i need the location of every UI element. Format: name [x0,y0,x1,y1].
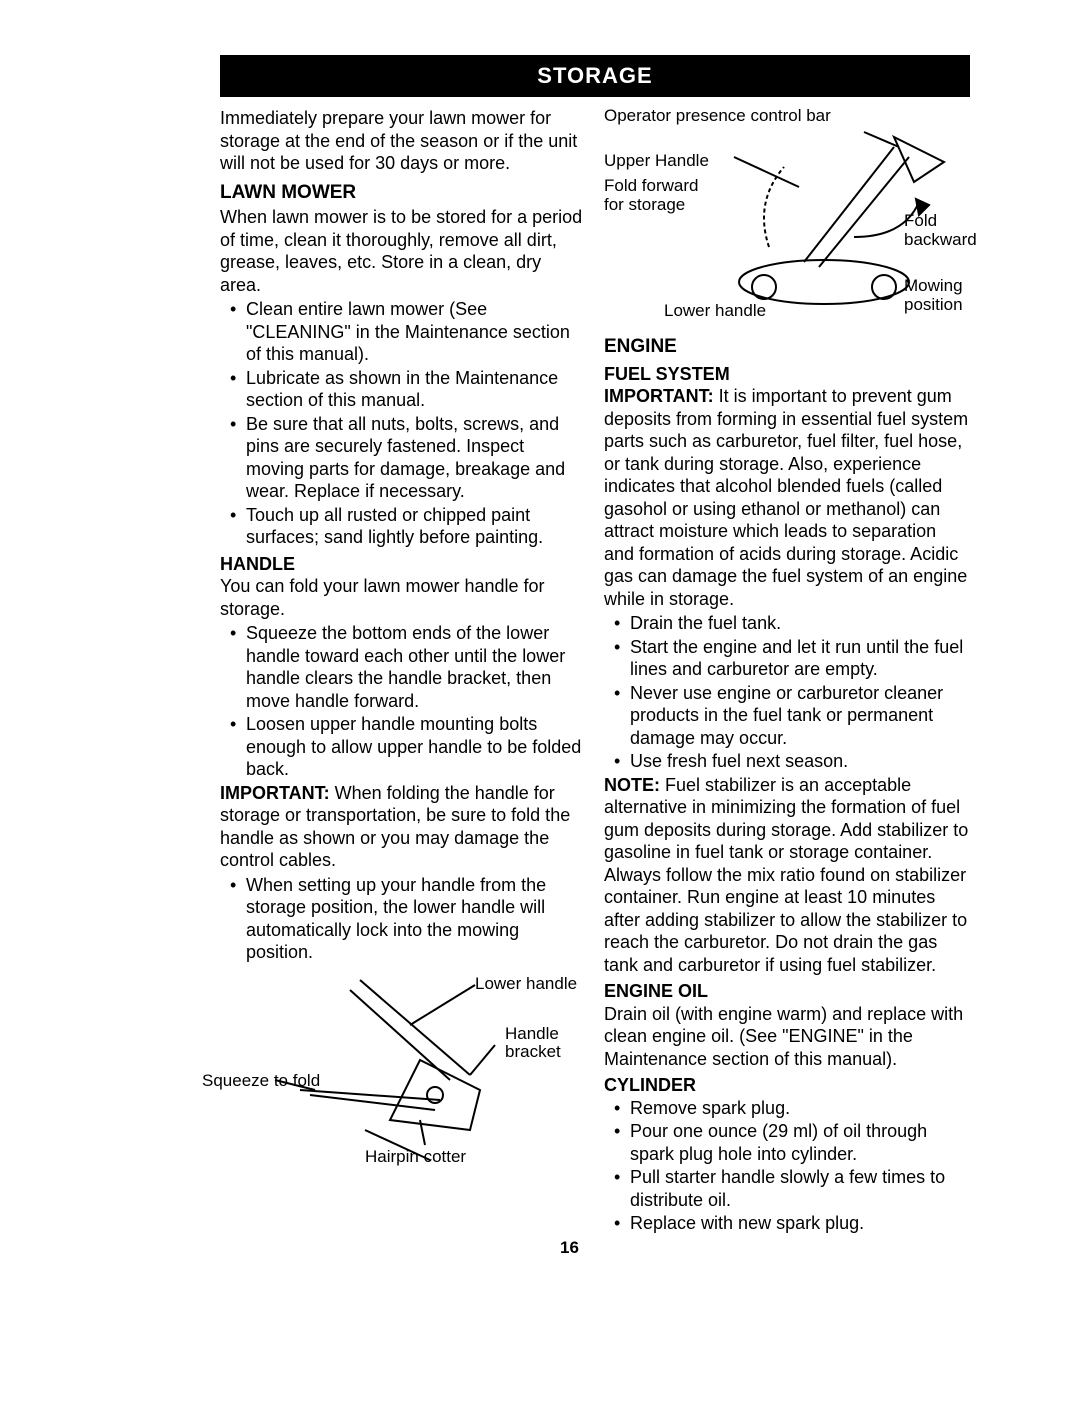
handle-bullet-list-2: When setting up your handle from the sto… [220,874,586,964]
list-item: Touch up all rusted or chipped paint sur… [234,504,586,549]
lawn-mower-paragraph: When lawn mower is to be stored for a pe… [220,206,586,296]
right-column: Operator presence control bar Upper Hand… [604,107,970,1236]
list-item: Pour one ounce (29 ml) of oil through sp… [618,1120,970,1165]
list-item: Use fresh fuel next season. [618,750,970,773]
diagram-label-hairpin: Hairpin cotter [365,1148,466,1167]
fuel-important-note: IMPORTANT: It is important to prevent gu… [604,385,970,610]
cylinder-heading: CYLINDER [604,1074,970,1097]
diagram-label-lower-handle: Lower handle [475,975,577,994]
engine-heading: ENGINE [604,335,970,359]
handle-diagram: Lower handle Handle bracket Squeeze to f… [220,970,586,1170]
cylinder-bullet-list: Remove spark plug. Pour one ounce (29 ml… [604,1097,970,1235]
diagram-label-fold-forward: Fold forward for storage [604,177,704,214]
diagram-label-upper-handle: Upper Handle [604,152,709,171]
diagram-label-mowing: Mowing position [904,277,984,314]
two-column-layout: Immediately prepare your lawn mower for … [220,107,970,1236]
list-item: Squeeze the bottom ends of the lower han… [234,622,586,712]
diagram-label-lower-handle: Lower handle [664,302,766,321]
note-text: Fuel stabilizer is an acceptable alterna… [604,775,968,975]
section-header: STORAGE [220,55,970,97]
left-column: Immediately prepare your lawn mower for … [220,107,586,1236]
diagram-label-squeeze: Squeeze to fold [202,1072,322,1091]
important-prefix: IMPORTANT: [220,783,330,803]
list-item: Start the engine and let it run until th… [618,636,970,681]
note-paragraph: NOTE: Fuel stabilizer is an acceptable a… [604,774,970,977]
fuel-system-heading: FUEL SYSTEM [604,363,970,386]
handle-heading: HANDLE [220,553,586,576]
lawn-mower-heading: LAWN MOWER [220,181,586,205]
important-prefix: IMPORTANT: [604,386,714,406]
fuel-bullet-list: Drain the fuel tank. Start the engine an… [604,612,970,773]
list-item: Lubricate as shown in the Maintenance se… [234,367,586,412]
diagram-label-operator-bar: Operator presence control bar [604,107,831,126]
list-item: Never use engine or carburetor cleaner p… [618,682,970,750]
handle-bullet-list: Squeeze the bottom ends of the lower han… [220,622,586,781]
list-item: Replace with new spark plug. [618,1212,970,1235]
diagram-label-fold-backward: Fold backward [904,212,984,249]
mower-fold-diagram: Operator presence control bar Upper Hand… [604,107,970,327]
handle-paragraph: You can fold your lawn mower handle for … [220,575,586,620]
fuel-important-text: It is important to prevent gum deposits … [604,386,968,609]
important-note: IMPORTANT: When folding the handle for s… [220,782,586,872]
manual-page: STORAGE Immediately prepare your lawn mo… [220,55,970,1236]
lawn-mower-bullet-list: Clean entire lawn mower (See "CLEANING" … [220,298,586,549]
note-prefix: NOTE: [604,775,660,795]
list-item: When setting up your handle from the sto… [234,874,586,964]
intro-paragraph: Immediately prepare your lawn mower for … [220,107,586,175]
list-item: Remove spark plug. [618,1097,970,1120]
engine-oil-heading: ENGINE OIL [604,980,970,1003]
list-item: Drain the fuel tank. [618,612,970,635]
diagram-label-handle-bracket: Handle bracket [505,1025,586,1062]
list-item: Clean entire lawn mower (See "CLEANING" … [234,298,586,366]
list-item: Loosen upper handle mounting bolts enoug… [234,713,586,781]
list-item: Be sure that all nuts, bolts, screws, an… [234,413,586,503]
page-number: 16 [560,1238,579,1258]
handle-diagram-svg [220,970,585,1170]
list-item: Pull starter handle slowly a few times t… [618,1166,970,1211]
engine-oil-text: Drain oil (with engine warm) and replace… [604,1003,970,1071]
